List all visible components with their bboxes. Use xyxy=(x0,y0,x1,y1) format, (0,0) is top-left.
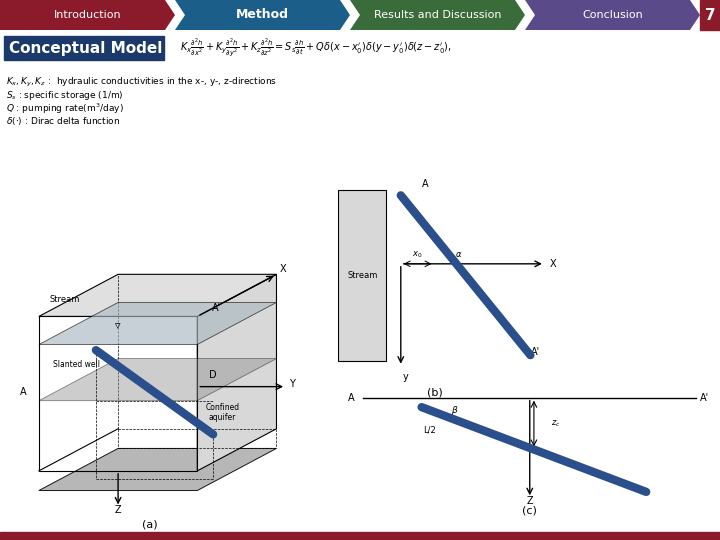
Text: Stream: Stream xyxy=(49,295,79,305)
Bar xyxy=(0,532,720,540)
Text: Confined
aquifer: Confined aquifer xyxy=(206,403,240,422)
Text: $S_s$ : specific storage (1/m): $S_s$ : specific storage (1/m) xyxy=(6,89,124,102)
Text: Y: Y xyxy=(289,379,295,389)
Text: Method: Method xyxy=(236,9,289,22)
Text: X: X xyxy=(279,264,286,274)
Text: Conceptual Model: Conceptual Model xyxy=(9,40,163,56)
Text: Conclusion: Conclusion xyxy=(582,10,643,20)
Text: y: y xyxy=(403,372,409,382)
Text: D: D xyxy=(210,370,217,380)
Text: $K_x, K_y, K_z$ :  hydraulic conductivities in the x-, y-, z-directions: $K_x, K_y, K_z$ : hydraulic conductiviti… xyxy=(6,76,277,89)
Text: Z: Z xyxy=(526,496,533,507)
Bar xyxy=(338,190,387,361)
Text: $\triangledown$: $\triangledown$ xyxy=(114,321,122,331)
Bar xyxy=(4,36,164,60)
Text: $K_x\frac{\partial^2 h}{\partial x^2}+K_y\frac{\partial^2 h}{\partial y^2}+K_z\f: $K_x\frac{\partial^2 h}{\partial x^2}+K_… xyxy=(180,37,451,59)
Text: $x_0$: $x_0$ xyxy=(413,250,423,260)
Text: Introduction: Introduction xyxy=(54,10,121,20)
Text: X: X xyxy=(549,259,557,269)
Text: A': A' xyxy=(212,303,221,313)
Text: A: A xyxy=(348,393,354,403)
Bar xyxy=(700,0,720,30)
Text: (b): (b) xyxy=(426,387,442,397)
Text: A': A' xyxy=(700,393,709,403)
Polygon shape xyxy=(175,0,350,30)
Polygon shape xyxy=(525,0,700,30)
Polygon shape xyxy=(39,274,276,316)
Text: A': A' xyxy=(531,347,540,357)
Text: $\alpha$: $\alpha$ xyxy=(455,250,462,259)
Text: $z_c$: $z_c$ xyxy=(551,418,560,429)
Polygon shape xyxy=(39,359,276,401)
Text: (a): (a) xyxy=(142,519,158,529)
Text: A: A xyxy=(19,387,27,397)
Text: $\beta$: $\beta$ xyxy=(451,404,459,417)
Polygon shape xyxy=(197,274,276,471)
Polygon shape xyxy=(39,302,276,345)
Text: A: A xyxy=(421,179,428,189)
Polygon shape xyxy=(350,0,525,30)
Text: Stream: Stream xyxy=(347,271,377,280)
Text: $\delta(\cdot)$ : Dirac delta function: $\delta(\cdot)$ : Dirac delta function xyxy=(6,115,120,127)
Text: (c): (c) xyxy=(522,506,537,516)
Polygon shape xyxy=(39,448,276,490)
Text: L/2: L/2 xyxy=(423,426,436,434)
Polygon shape xyxy=(0,0,175,30)
Text: $Q$ : pumping rate(m$^3$/day): $Q$ : pumping rate(m$^3$/day) xyxy=(6,102,124,117)
Text: Slanted well: Slanted well xyxy=(53,360,100,369)
Text: Results and Discussion: Results and Discussion xyxy=(374,10,501,20)
Text: Z: Z xyxy=(114,505,122,515)
Text: 7: 7 xyxy=(705,8,715,23)
